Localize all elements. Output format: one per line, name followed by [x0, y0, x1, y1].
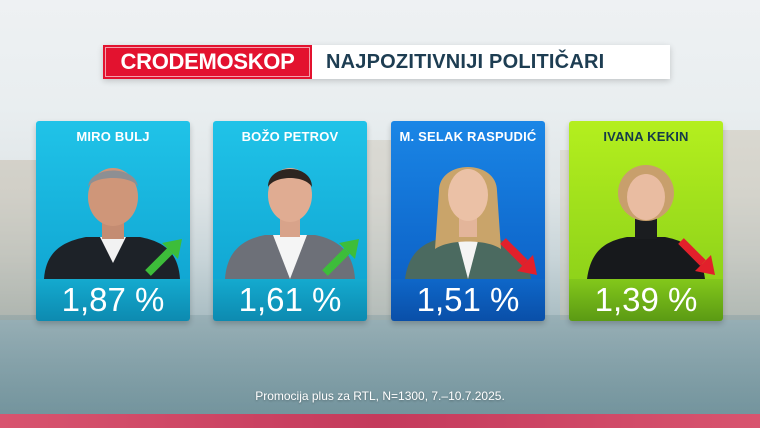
- politician-name: BOŽO PETROV: [241, 129, 339, 144]
- down-right-arrow-icon: [500, 238, 537, 275]
- value-band: 1,39 %: [569, 279, 723, 321]
- down-right-arrow-icon: [678, 238, 715, 275]
- card-photo-area: BOŽO PETROV: [213, 121, 367, 279]
- popularity-value: 1,39 %: [594, 281, 698, 318]
- politician-name: IVANA KEKIN: [603, 129, 689, 144]
- header-bar: CRODEMOSKOP NAJPOZITIVNIJI POLITIČARI: [103, 45, 670, 79]
- value-band: 1,51 %: [391, 279, 545, 321]
- politician-portrait: [44, 168, 180, 279]
- background-square: [0, 315, 760, 415]
- card-photo-area: MIRO BULJ: [36, 121, 190, 279]
- page-title: NAJPOZITIVNIJI POLITIČARI: [326, 51, 605, 73]
- value-band: 1,61 %: [213, 279, 367, 321]
- politician-portrait: [405, 167, 531, 279]
- politician-name: MIRO BULJ: [76, 129, 150, 144]
- politician-card-bulj: MIRO BULJ 1,87 %: [36, 121, 190, 321]
- politician-name: M. SELAK RASPUDIĆ: [399, 129, 537, 144]
- popularity-value: 1,51 %: [416, 281, 520, 318]
- politician-portrait: [225, 168, 355, 279]
- politician-card-petrov: BOŽO PETROV 1,61 %: [213, 121, 367, 321]
- up-right-arrow-icon: [145, 239, 182, 276]
- brand-label: CRODEMOSKOP: [103, 45, 312, 79]
- politician-portrait: [587, 165, 705, 279]
- bottom-band: [0, 414, 760, 428]
- popularity-value: 1,87 %: [61, 281, 165, 318]
- up-right-arrow-icon: [322, 239, 359, 276]
- value-band: 1,87 %: [36, 279, 190, 321]
- politician-card-selak-raspudic: M. SELAK RASPUDIĆ 1,51 %: [391, 121, 545, 321]
- source-note: Promocija plus za RTL, N=1300, 7.–10.7.2…: [255, 389, 505, 403]
- politician-card-kekin: IVANA KEKIN 1,39 %: [569, 121, 723, 321]
- popularity-value: 1,61 %: [238, 281, 342, 318]
